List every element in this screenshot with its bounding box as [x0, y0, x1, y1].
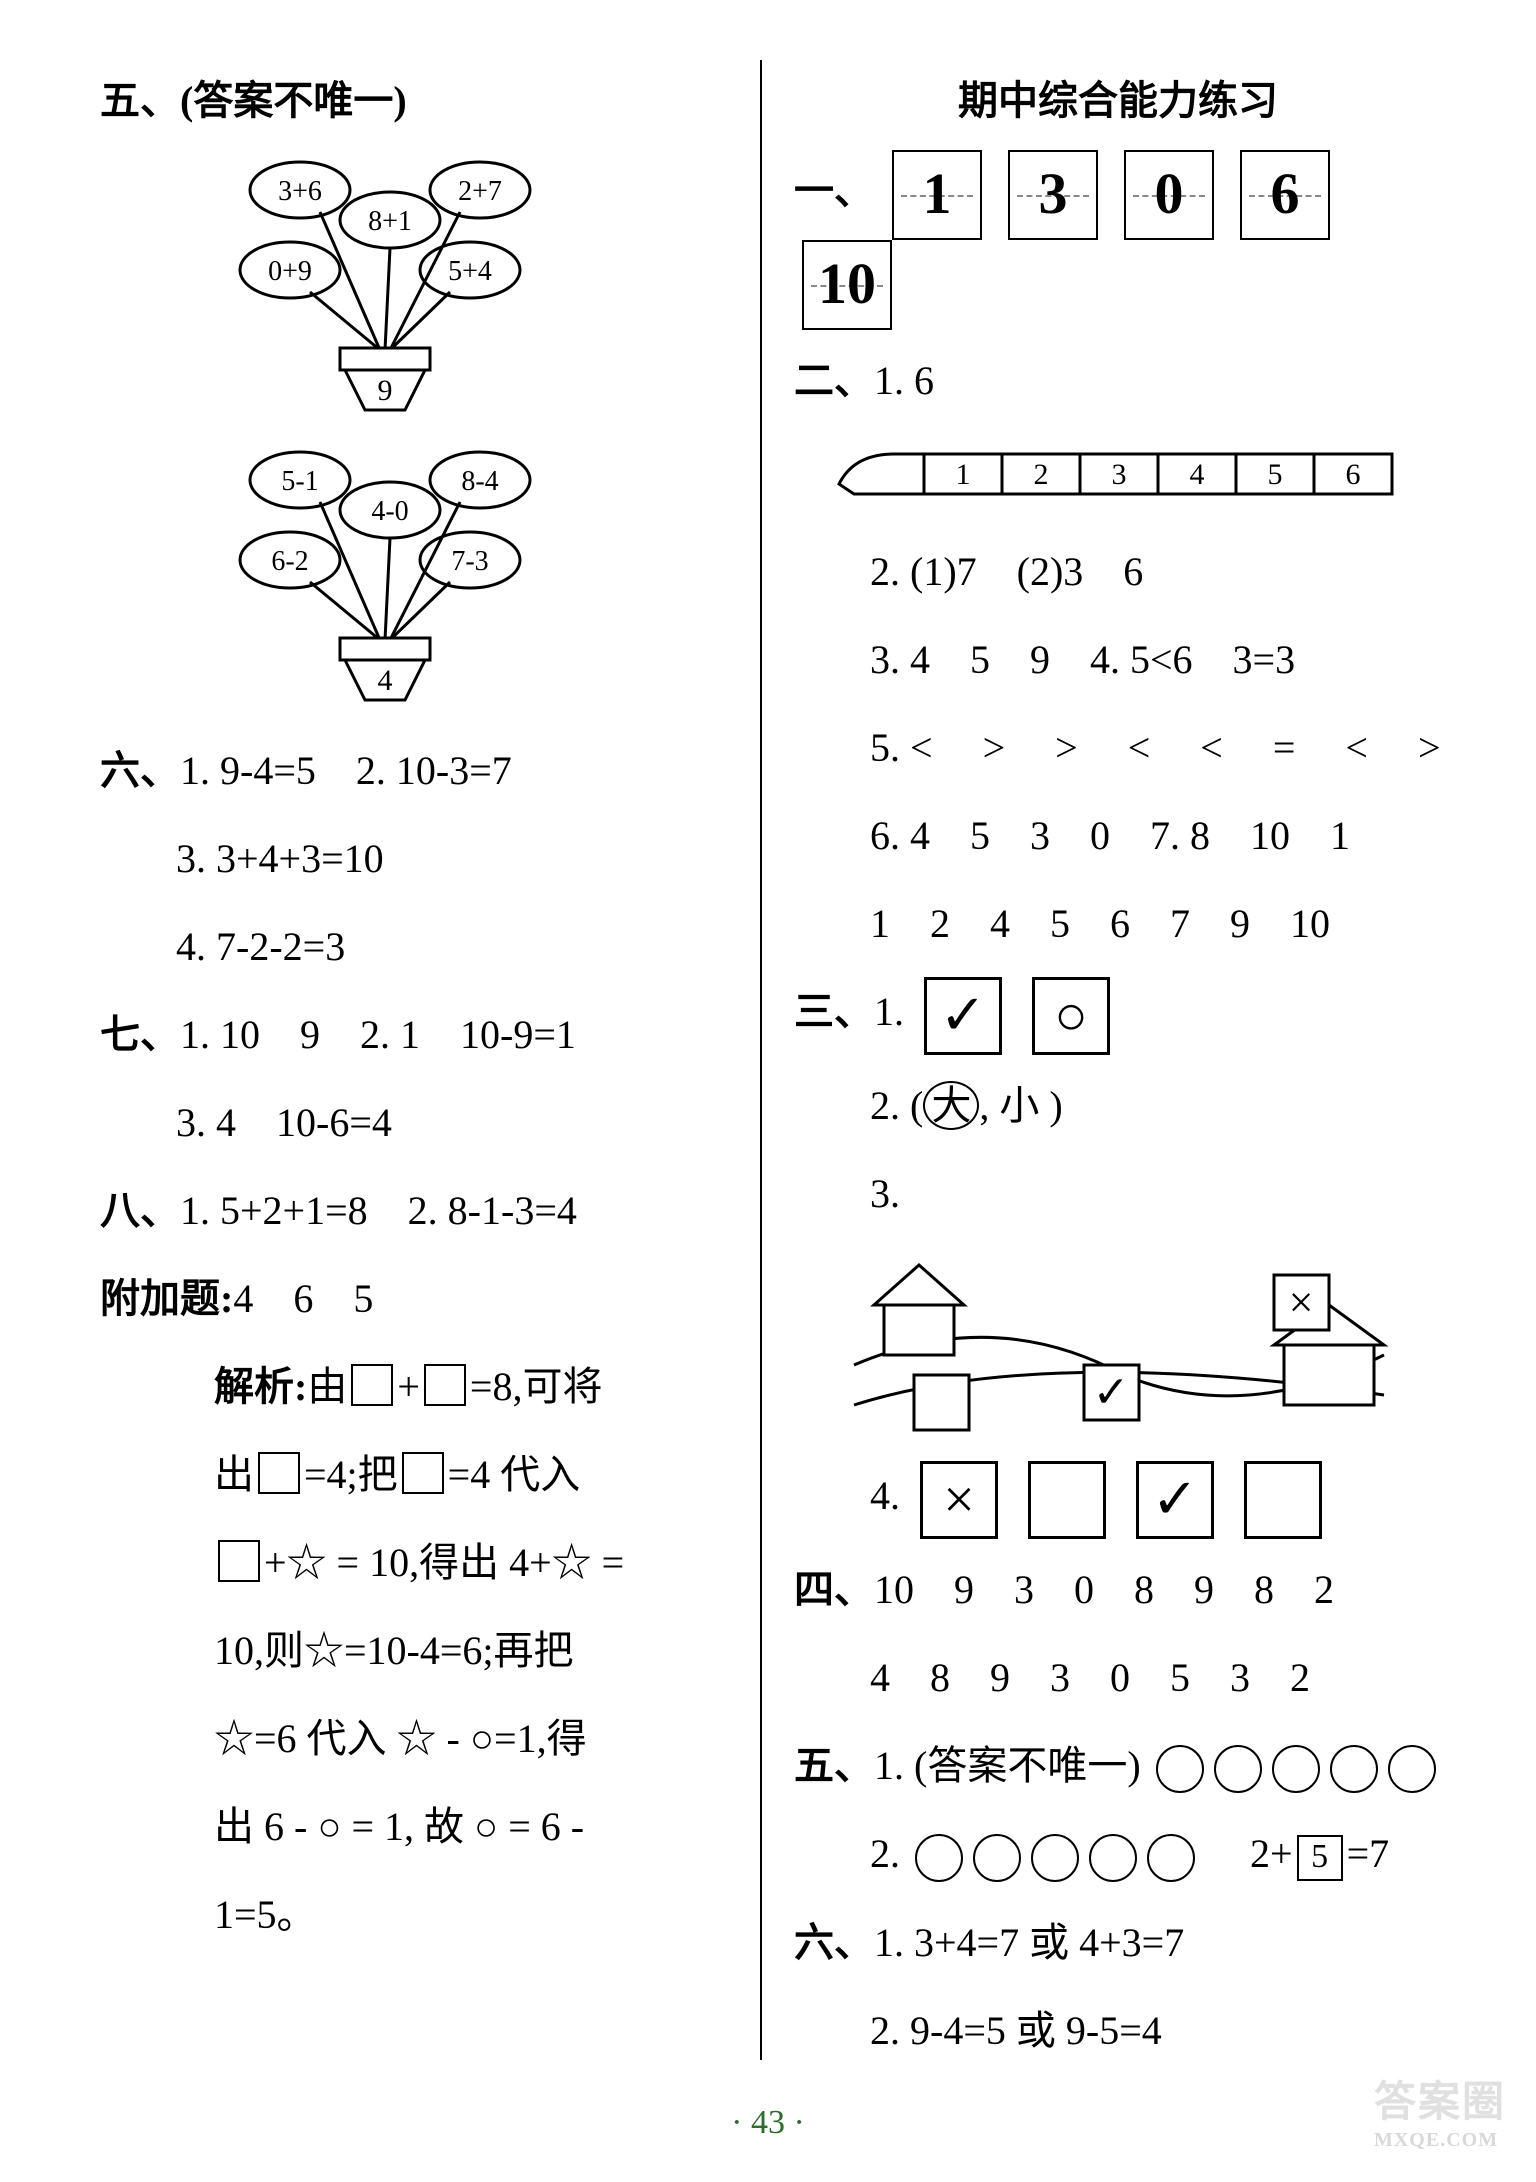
circle-icon	[1330, 1745, 1378, 1793]
svg-text:6-2: 6-2	[271, 546, 308, 577]
two-column-layout: 五、(答案不唯一) 1. 3+6 8+1 2+7 0+9	[100, 60, 1456, 2060]
r-q3-r1: 三、1. ✓ ○	[794, 975, 1442, 1055]
answer-box: ○	[1032, 977, 1110, 1055]
circle-icon	[1214, 1745, 1262, 1793]
svg-text:3: 3	[1112, 458, 1127, 491]
circle-icon	[1272, 1745, 1320, 1793]
r-q1: 一、 1 3 0 6 10	[794, 150, 1442, 330]
svg-text:6: 6	[1346, 458, 1361, 491]
svg-text:9: 9	[378, 374, 393, 407]
bonus-p5: ☆=6 代入 ☆ - ○=1,得	[214, 1702, 736, 1776]
r-q6-l2: 2. 9-4=5 或 9-5=4	[870, 1994, 1442, 2068]
square-icon	[351, 1364, 393, 1406]
svg-text:×: ×	[1289, 1278, 1314, 1327]
train-svg: 1 2 3 4 5 6	[834, 434, 1434, 514]
svg-text:4-0: 4-0	[371, 496, 408, 527]
svg-text:4: 4	[1190, 458, 1205, 491]
svg-text:✓: ✓	[1093, 1368, 1130, 1417]
watermark: 答案圈 MXQE.COM	[1374, 2068, 1506, 2152]
circle-icon	[973, 1834, 1021, 1882]
r-q5-l2: 2. 2+5=7	[870, 1817, 1442, 1892]
svg-text:8-4: 8-4	[461, 466, 498, 497]
circled-char: 大	[923, 1081, 979, 1130]
r-q2-l3: 3. 4 5 9 4. 5<6 3=3	[870, 623, 1442, 697]
bonus-p2: 出=4;把=4 代入	[214, 1438, 736, 1512]
circle-icon	[1388, 1745, 1436, 1793]
hand-number-box: 0	[1124, 150, 1214, 240]
scene-svg: ✓ ×	[844, 1245, 1404, 1445]
svg-text:5: 5	[1268, 458, 1283, 491]
flowerpot-2-svg: 2. 5-1 4-0 8-4 6-2 7-3	[220, 440, 560, 720]
square-icon	[258, 1452, 300, 1494]
circle-icon	[1156, 1745, 1204, 1793]
r-q3-r2: 2. (大, 小 )	[870, 1069, 1442, 1143]
bonus-p6: 出 6 - ○ = 1, 故 ○ = 6 -	[214, 1790, 736, 1864]
q7-line2: 3. 4 10-6=4	[176, 1086, 736, 1160]
left-column: 五、(答案不唯一) 1. 3+6 8+1 2+7 0+9	[100, 60, 760, 2060]
r-q4-row1: 四、10 9 3 0 8 9 8 2	[794, 1553, 1442, 1627]
svg-text:4: 4	[378, 664, 393, 697]
svg-text:2+7: 2+7	[458, 176, 502, 207]
flowerpot-2: 2. 5-1 4-0 8-4 6-2 7-3	[100, 440, 736, 720]
right-title: 期中综合能力练习	[794, 68, 1442, 126]
bonus-p1: 解析:由+=8,可将	[214, 1350, 736, 1424]
answer-box: ×	[920, 1461, 998, 1539]
answer-box: ✓	[1136, 1461, 1214, 1539]
r-q2-l1: 二、1. 6	[794, 344, 1442, 418]
r-q2-l5: 5. < > > < < = < >	[870, 711, 1442, 785]
right-column: 期中综合能力练习 一、 1 3 0 6 10 二、1. 6	[762, 60, 1442, 2060]
svg-text:5-1: 5-1	[281, 466, 318, 497]
q7-line1: 七、1. 10 9 2. 1 10-9=1	[100, 998, 736, 1072]
bonus-p7: 1=5。	[214, 1878, 736, 1952]
hand-number-box: 10	[802, 240, 892, 330]
answer-box-small: 5	[1297, 1835, 1343, 1881]
square-icon	[402, 1452, 444, 1494]
svg-text:2: 2	[1034, 458, 1049, 491]
svg-text:7-3: 7-3	[451, 546, 488, 577]
square-icon	[218, 1540, 260, 1582]
flowerpot-1: 1. 3+6 8+1 2+7 0+9 5+4	[100, 150, 736, 430]
q6-line2: 3. 3+4+3=10	[176, 822, 736, 896]
r-q6-l1: 六、1. 3+4=7 或 4+3=7	[794, 1906, 1442, 1980]
svg-text:8+1: 8+1	[368, 206, 412, 237]
page: 五、(答案不唯一) 1. 3+6 8+1 2+7 0+9	[0, 0, 1536, 2182]
svg-text:0+9: 0+9	[268, 256, 312, 287]
r-q4-row2: 4 8 9 3 0 5 3 2	[870, 1641, 1442, 1715]
page-number: · 43 ·	[0, 2104, 1536, 2142]
q6-line1: 六、1. 9-4=5 2. 10-3=7	[100, 734, 736, 808]
answer-box: ✓	[924, 977, 1002, 1055]
bonus-p4: 10,则☆=10-4=6;再把	[214, 1614, 736, 1688]
q6-line3: 4. 7-2-2=3	[176, 910, 736, 984]
circle-icon	[1031, 1834, 1079, 1882]
circle-icon	[1147, 1834, 1195, 1882]
bonus-heading: 附加题:4 6 5	[100, 1262, 736, 1336]
svg-text:1: 1	[956, 458, 971, 491]
bonus-p3: +☆ = 10,得出 4+☆ =	[214, 1526, 736, 1600]
answer-box	[1244, 1461, 1322, 1539]
r-q2-l7: 1 2 4 5 6 7 9 10	[870, 887, 1442, 961]
svg-text:5+4: 5+4	[448, 256, 492, 287]
r-q2-l2: 2. (1)7 (2)3 6	[870, 535, 1442, 609]
hand-number-box: 6	[1240, 150, 1330, 240]
r-q2-l6: 6. 4 5 3 0 7. 8 10 1	[870, 799, 1442, 873]
answer-box	[1028, 1461, 1106, 1539]
q8-line1: 八、1. 5+2+1=8 2. 8-1-3=4	[100, 1174, 736, 1248]
q5-heading: 五、(答案不唯一)	[100, 68, 736, 126]
svg-text:3+6: 3+6	[278, 176, 322, 207]
hand-number-box: 3	[1008, 150, 1098, 240]
flowerpot-1-svg: 1. 3+6 8+1 2+7 0+9 5+4	[220, 150, 560, 430]
hand-number-box: 1	[892, 150, 982, 240]
circle-icon	[1089, 1834, 1137, 1882]
square-icon	[424, 1364, 466, 1406]
circle-icon	[915, 1834, 963, 1882]
r-q3-r4: 4. × ✓	[870, 1459, 1442, 1539]
train-diagram: 1 2 3 4 5 6	[834, 434, 1442, 519]
r-q5-l1: 五、1. (答案不唯一)	[794, 1729, 1442, 1804]
r-q3-r3: 3.	[870, 1157, 1442, 1231]
